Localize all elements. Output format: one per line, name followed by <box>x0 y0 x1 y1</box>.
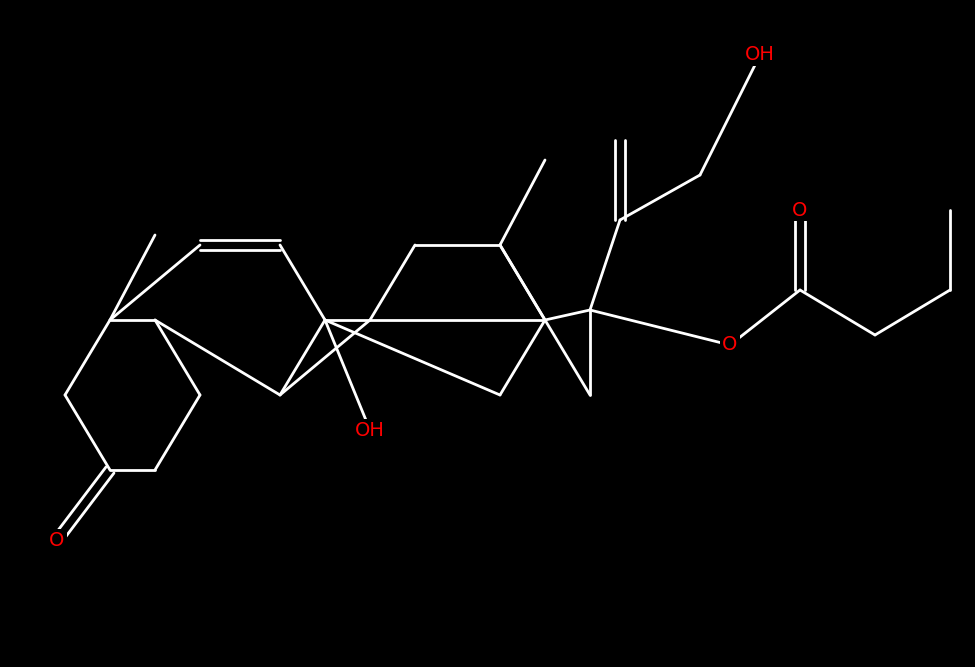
Text: OH: OH <box>355 420 385 440</box>
Text: O: O <box>50 530 64 550</box>
Text: O: O <box>722 336 738 354</box>
Text: OH: OH <box>745 45 775 65</box>
Text: O: O <box>793 201 807 219</box>
